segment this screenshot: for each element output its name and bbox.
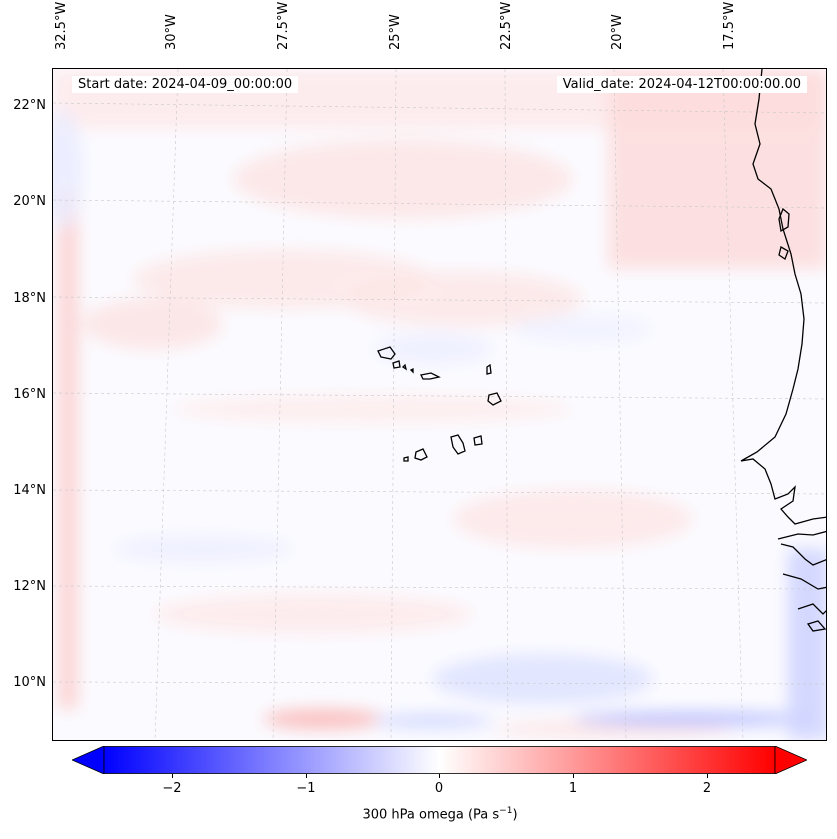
lon-label-22-5w: 22.5°W <box>499 1 514 50</box>
coastline <box>377 69 826 632</box>
lon-label-30w: 30°W <box>164 14 179 50</box>
map-panel[interactable] <box>52 68 827 741</box>
omega-field <box>53 69 826 739</box>
colorbar-extend-high <box>774 745 808 775</box>
colorbar <box>71 745 808 775</box>
graticule <box>53 69 826 740</box>
colorbar-tick-label: −1 <box>296 781 316 796</box>
lon-label-25w: 25°W <box>388 14 403 50</box>
colorbar-tick-label: 2 <box>702 781 712 796</box>
lon-label-17-5w: 17.5°W <box>722 1 737 50</box>
lat-label-22n: 22°N <box>13 98 46 113</box>
colorbar-label-text: 300 hPa omega (Pa s <box>362 807 500 823</box>
start-date-label: Start date: 2024-04-09_00:00:00 <box>72 76 299 93</box>
colorbar-tick-label: 0 <box>434 781 444 796</box>
colorbar-extend-low <box>71 745 105 775</box>
lat-label-10n: 10°N <box>13 675 46 690</box>
colorbar-tickmark <box>707 774 708 778</box>
colorbar-tickmark <box>439 774 440 778</box>
valid-date-label: Valid_date: 2024-04-12T00:00:00.00 <box>556 76 807 93</box>
lat-label-16n: 16°N <box>13 387 46 402</box>
colorbar-tick-label: 1 <box>568 781 578 796</box>
lat-label-20n: 20°N <box>13 194 46 209</box>
colorbar-tickmark <box>172 774 173 778</box>
map-canvas <box>53 69 826 740</box>
colorbar-label-close: ) <box>512 807 518 823</box>
lat-label-14n: 14°N <box>13 483 46 498</box>
colorbar-tickmark <box>573 774 574 778</box>
colorbar-tick-label: −2 <box>162 781 182 796</box>
lon-label-27-5w: 27.5°W <box>276 1 291 50</box>
lon-label-20w: 20°W <box>610 14 625 50</box>
colorbar-gradient <box>71 745 808 775</box>
colorbar-label: 300 hPa omega (Pa s−1) <box>0 806 837 822</box>
lat-label-12n: 12°N <box>13 579 46 594</box>
colorbar-body <box>103 746 776 774</box>
lon-label-32-5w: 32.5°W <box>54 1 69 50</box>
lat-label-18n: 18°N <box>13 291 46 306</box>
colorbar-tickmark <box>306 774 307 778</box>
colorbar-label-exponent: −1 <box>499 806 513 816</box>
